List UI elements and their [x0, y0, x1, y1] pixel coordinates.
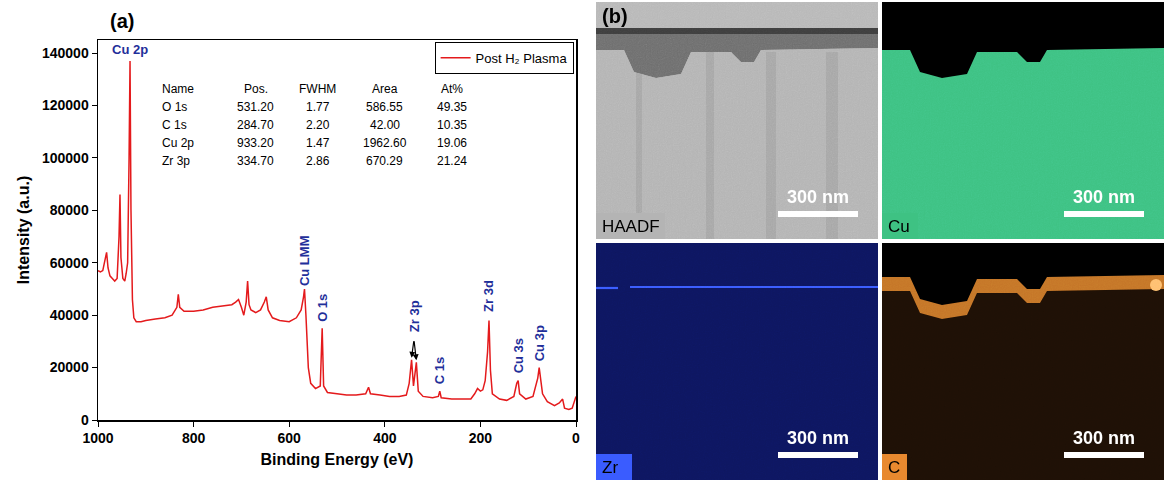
svg-text:C 1s: C 1s: [162, 118, 187, 132]
svg-text:0: 0: [572, 430, 580, 446]
svg-text:10.35: 10.35: [437, 118, 467, 132]
svg-text:At%: At%: [441, 82, 463, 96]
svg-text:1.47: 1.47: [306, 136, 330, 150]
svg-text:FWHM: FWHM: [299, 82, 336, 96]
svg-text:334.70: 334.70: [237, 154, 274, 168]
svg-text:800: 800: [182, 430, 206, 446]
svg-text:C: C: [888, 458, 900, 477]
svg-text:1000: 1000: [82, 430, 113, 446]
svg-text:1.77: 1.77: [306, 100, 330, 114]
svg-text:Name: Name: [162, 82, 194, 96]
svg-text:Post H₂ Plasma: Post H₂ Plasma: [476, 51, 568, 66]
svg-text:1962.60: 1962.60: [363, 136, 407, 150]
svg-text:284.70: 284.70: [237, 118, 274, 132]
svg-text:20000: 20000: [50, 359, 89, 375]
svg-text:Cu 2p: Cu 2p: [112, 42, 148, 57]
svg-text:HAADF: HAADF: [602, 217, 660, 236]
svg-text:42.00: 42.00: [370, 118, 400, 132]
svg-text:100000: 100000: [42, 150, 89, 166]
svg-text:200: 200: [469, 430, 493, 446]
svg-text:(a): (a): [110, 10, 134, 32]
svg-text:(b): (b): [602, 5, 628, 27]
svg-text:49.35: 49.35: [437, 100, 467, 114]
svg-text:Cu 2p: Cu 2p: [162, 136, 194, 150]
svg-text:Zr 3p: Zr 3p: [407, 300, 422, 332]
svg-text:Zr: Zr: [602, 458, 618, 477]
svg-text:Cu 3p: Cu 3p: [532, 325, 547, 361]
svg-text:670.29: 670.29: [366, 154, 403, 168]
svg-text:40000: 40000: [50, 307, 89, 323]
svg-text:19.06: 19.06: [437, 136, 467, 150]
svg-text:531.20: 531.20: [237, 100, 274, 114]
svg-text:Zr 3d: Zr 3d: [481, 280, 496, 312]
svg-text:400: 400: [373, 430, 397, 446]
svg-text:21.24: 21.24: [437, 154, 467, 168]
svg-text:300 nm: 300 nm: [1073, 187, 1135, 207]
svg-text:Pos.: Pos.: [244, 82, 268, 96]
svg-text:933.20: 933.20: [237, 136, 274, 150]
svg-text:Cu 3s: Cu 3s: [511, 338, 526, 373]
svg-text:300 nm: 300 nm: [787, 428, 849, 448]
svg-text:O 1s: O 1s: [162, 100, 187, 114]
svg-text:Cu LMM: Cu LMM: [297, 236, 312, 287]
svg-text:600: 600: [278, 430, 302, 446]
svg-text:140000: 140000: [42, 45, 89, 61]
svg-text:300 nm: 300 nm: [1073, 428, 1135, 448]
svg-text:0: 0: [81, 412, 89, 428]
svg-text:Zr 3p: Zr 3p: [162, 154, 190, 168]
svg-text:300 nm: 300 nm: [787, 187, 849, 207]
svg-text:Intensity (a.u.): Intensity (a.u.): [15, 176, 32, 284]
svg-text:120000: 120000: [42, 97, 89, 113]
svg-text:C 1s: C 1s: [432, 357, 447, 384]
svg-text:Area: Area: [372, 82, 398, 96]
svg-text:2.20: 2.20: [306, 118, 330, 132]
svg-text:80000: 80000: [50, 202, 89, 218]
svg-text:O 1s: O 1s: [315, 294, 330, 322]
svg-text:2.86: 2.86: [306, 154, 330, 168]
svg-text:Cu: Cu: [888, 217, 910, 236]
svg-text:586.55: 586.55: [366, 100, 403, 114]
svg-text:Binding Energy (eV): Binding Energy (eV): [261, 451, 414, 468]
svg-text:60000: 60000: [50, 255, 89, 271]
